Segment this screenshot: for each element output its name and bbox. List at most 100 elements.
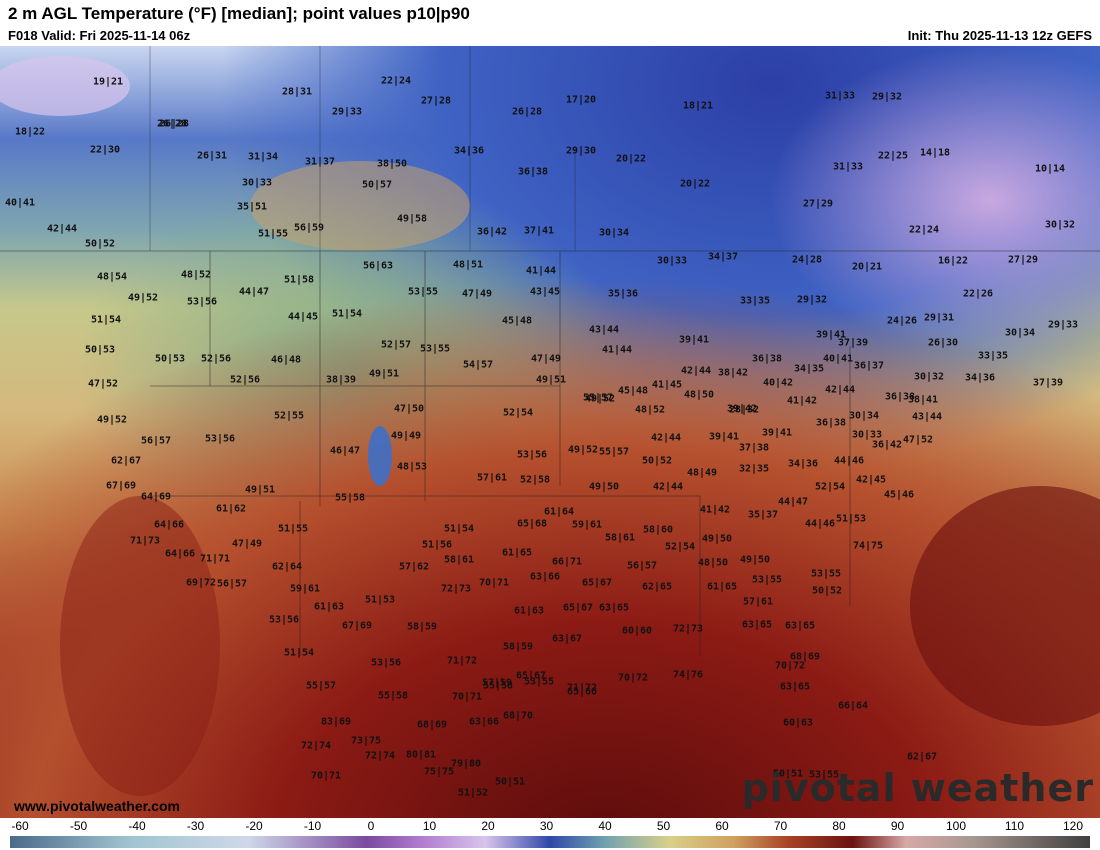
- point-value-label: 55|57: [582, 392, 614, 404]
- point-value-label: 41|44: [525, 265, 557, 277]
- point-value-label: 29|31: [923, 312, 955, 324]
- point-value-label: 26|28: [511, 106, 543, 118]
- colorbar-tick-label: 50: [656, 819, 671, 833]
- point-value-label: 30|32: [1044, 219, 1076, 231]
- point-value-label: 79|80: [450, 758, 482, 770]
- point-value-label: 28|31: [281, 86, 313, 98]
- point-value-label: 29|33: [1047, 319, 1079, 331]
- point-value-label: 30|32: [913, 371, 945, 383]
- map-title: 2 m AGL Temperature (°F) [median]; point…: [8, 4, 470, 23]
- point-value-label: 29|33: [331, 106, 363, 118]
- valid-time: F018 Valid: Fri 2025-11-14 06z: [8, 28, 191, 43]
- point-value-label: 56|59: [293, 222, 325, 234]
- point-value-label: 37|41: [523, 225, 555, 237]
- point-value-label: 36|38: [884, 391, 916, 403]
- point-value-label: 39|41: [815, 329, 847, 341]
- point-value-label: 44|45: [287, 311, 319, 323]
- point-value-label: 27|29: [1007, 254, 1039, 266]
- point-value-label: 52|54: [502, 407, 534, 419]
- point-value-label: 44|46: [804, 518, 836, 530]
- point-value-label: 47|49: [461, 288, 493, 300]
- point-value-label: 18|22: [14, 126, 46, 138]
- point-value-label: 43|44: [911, 411, 943, 423]
- point-value-label: 53|56: [268, 614, 300, 626]
- point-value-label: 55|58: [482, 680, 514, 692]
- point-value-label: 68|70: [502, 710, 534, 722]
- point-value-label: 30|33: [656, 255, 688, 267]
- point-value-label: 71|71: [199, 553, 231, 565]
- point-value-label: 51|54: [90, 314, 122, 326]
- point-value-label: 51|55: [277, 523, 309, 535]
- point-value-label: 43|44: [588, 324, 620, 336]
- point-value-label: 30|34: [1004, 327, 1036, 339]
- point-value-label: 50|52: [641, 455, 673, 467]
- point-value-label: 41|42: [786, 395, 818, 407]
- point-value-label: 29|30: [565, 145, 597, 157]
- temperature-map: 19|21 18|22 26|28 22|30 40|41 42|44 28|31 26|28…: [0, 46, 1100, 818]
- point-value-label: 26|28: [156, 118, 188, 130]
- point-value-label: 70|72: [774, 660, 806, 672]
- point-value-label: 49|50: [701, 533, 733, 545]
- point-value-label: 73|75: [350, 735, 382, 747]
- point-value-label: 52|57: [380, 339, 412, 351]
- point-value-label: 62|64: [271, 561, 303, 573]
- point-value-label: 40|41: [4, 197, 36, 209]
- point-value-label: 33|35: [739, 295, 771, 307]
- point-value-label: 10|14: [1034, 163, 1066, 175]
- point-value-label: 48|54: [96, 271, 128, 283]
- point-value-label: 59|61: [289, 583, 321, 595]
- point-value-label: 49|52: [584, 393, 616, 405]
- point-value-label: 48|50: [683, 389, 715, 401]
- point-value-label: 49|58: [396, 213, 428, 225]
- point-value-label: 30|34: [598, 227, 630, 239]
- point-value-label: 49|52: [567, 444, 599, 456]
- point-value-label: 27|29: [802, 198, 834, 210]
- point-value-label: 31|34: [247, 151, 279, 163]
- point-value-label: 35|37: [747, 509, 779, 521]
- point-value-label: 60|63: [782, 717, 814, 729]
- point-value-label: 52|54: [814, 481, 846, 493]
- point-value-label: 68|69: [789, 651, 821, 663]
- colorbar-tick-label: -20: [245, 819, 263, 833]
- point-value-label: 42|44: [680, 365, 712, 377]
- point-value-label: 65|67: [562, 602, 594, 614]
- colorbar-tick-label: 60: [715, 819, 729, 833]
- point-value-label: 51|54: [331, 308, 363, 320]
- point-value-label: 53|56: [516, 449, 548, 461]
- point-value-label: 36|42: [871, 439, 903, 451]
- colorbar-strip: [10, 836, 1090, 848]
- point-value-label: 49|51: [535, 374, 567, 386]
- point-value-label: 58|59: [502, 641, 534, 653]
- point-value-label: 35|36: [607, 288, 639, 300]
- point-value-label: 56|57: [140, 435, 172, 447]
- point-value-label: 55|58: [334, 492, 366, 504]
- point-value-label: 55|57: [598, 446, 630, 458]
- point-value-label: 61|65: [501, 547, 533, 559]
- point-value-label: 30|33: [851, 429, 883, 441]
- point-value-label: 37|39: [837, 337, 869, 349]
- point-value-label: 26|28: [158, 118, 190, 130]
- point-value-label: 48|52: [634, 404, 666, 416]
- point-value-label: 57|59: [481, 677, 513, 689]
- point-value-label: 52|54: [664, 541, 696, 553]
- point-value-label: 48|52: [180, 269, 212, 281]
- point-value-label: 80|81: [405, 749, 437, 761]
- point-value-label: 49|50: [588, 481, 620, 493]
- point-value-label: 30|34: [848, 410, 880, 422]
- point-value-label: 57|62: [398, 561, 430, 573]
- point-value-label: 20|22: [679, 178, 711, 190]
- point-value-label: 53|55: [407, 286, 439, 298]
- point-value-label: 45|48: [617, 385, 649, 397]
- point-value-label: 58|61: [443, 554, 475, 566]
- point-value-label: 63|65: [741, 619, 773, 631]
- point-value-label: 70|71: [451, 691, 483, 703]
- point-value-label: 20|21: [851, 261, 883, 273]
- point-value-label: 16|22: [937, 255, 969, 267]
- point-value-label: 51|53: [364, 594, 396, 606]
- point-value-label: 63|65: [784, 620, 816, 632]
- point-value-label: 65|68: [516, 518, 548, 530]
- point-value-label: 24|28: [791, 254, 823, 266]
- point-value-label: 20|22: [615, 153, 647, 165]
- point-value-label: 36|42: [476, 226, 508, 238]
- point-value-label: 47|49: [231, 538, 263, 550]
